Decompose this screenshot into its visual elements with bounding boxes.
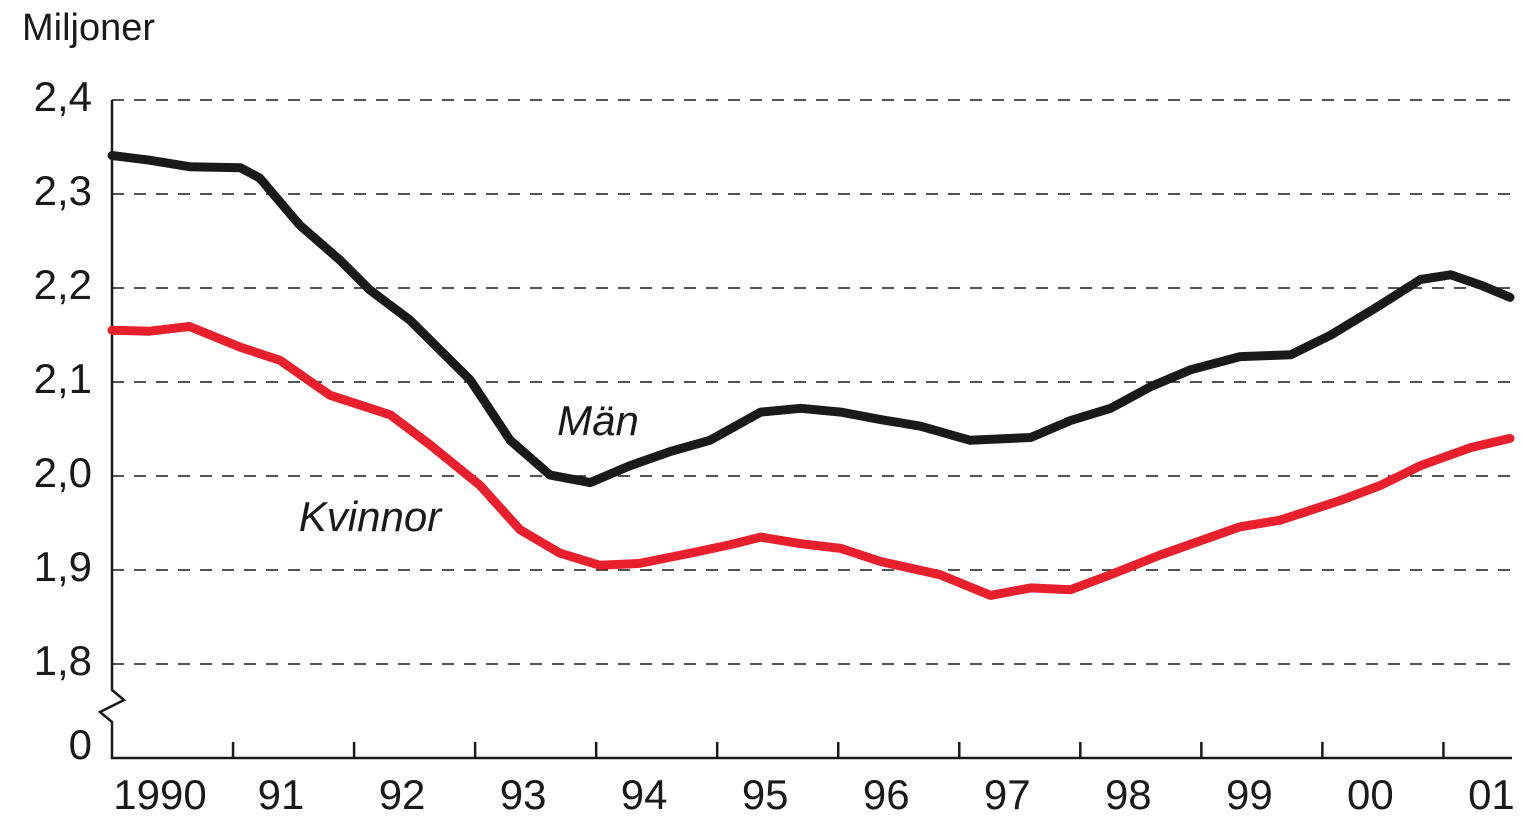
x-tick-label: 1990 xyxy=(113,771,206,818)
y-tick-label: 0 xyxy=(69,721,92,768)
x-tick-label: 93 xyxy=(500,771,547,818)
x-tick-label: 01 xyxy=(1468,771,1515,818)
y-tick-label: 2,3 xyxy=(34,167,92,214)
y-tick-label: 2,4 xyxy=(34,73,92,120)
x-tick-label: 98 xyxy=(1105,771,1152,818)
axes xyxy=(97,100,1512,760)
x-tick-label: 00 xyxy=(1347,771,1394,818)
x-tick-label: 95 xyxy=(742,771,789,818)
series-label: Kvinnor xyxy=(299,493,443,540)
x-tick-label: 91 xyxy=(258,771,305,818)
y-axis-label: Miljoner xyxy=(22,7,155,49)
x-tick-label: 96 xyxy=(863,771,910,818)
x-tick-label: 92 xyxy=(379,771,426,818)
y-tick-label: 2,1 xyxy=(34,355,92,402)
line xyxy=(107,151,1515,488)
y-tick-label: 2,0 xyxy=(34,449,92,496)
x-tick-label: 97 xyxy=(984,771,1031,818)
y-tick-label: 2,2 xyxy=(34,261,92,308)
y-tick-label: 1,9 xyxy=(34,543,92,590)
y-tick-label: 1,8 xyxy=(34,637,92,684)
x-tick-label: 99 xyxy=(1226,771,1273,818)
line xyxy=(107,322,1515,600)
x-tick-label: 94 xyxy=(621,771,668,818)
series-label: Män xyxy=(557,397,639,444)
